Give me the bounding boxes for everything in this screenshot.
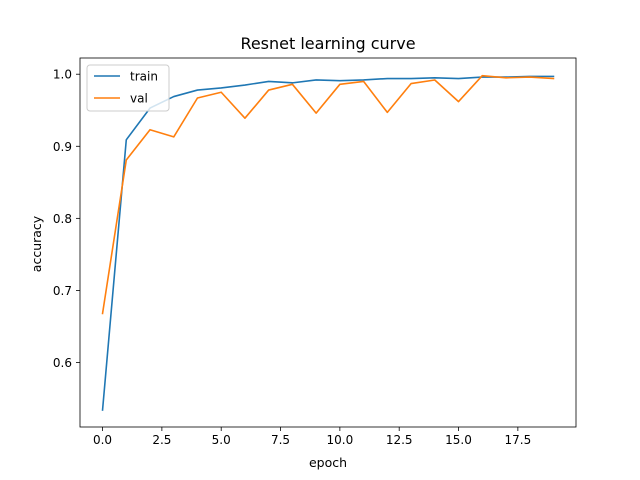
x-tick-label: 10.0: [327, 433, 354, 447]
x-tick-label: 5.0: [212, 433, 231, 447]
x-tick-label: 0.0: [93, 433, 112, 447]
x-tick-label: 12.5: [386, 433, 413, 447]
chart-title: Resnet learning curve: [240, 34, 415, 53]
y-tick-label: 0.6: [53, 356, 72, 370]
y-tick-label: 0.8: [53, 212, 72, 226]
legend-label-train: train: [130, 70, 158, 84]
plot-area: 0.0 2.5 5.0 7.5 10.0 12.5 15.0 17.5 0.6 0.7 0.8 0.9…: [53, 57, 577, 447]
x-tick-label: 17.5: [504, 433, 531, 447]
series-line-train: [101, 75, 555, 411]
legend: train val: [86, 64, 170, 112]
x-axis-label: epoch: [309, 455, 347, 470]
legend-label-val: val: [130, 92, 148, 106]
y-tick-label: 1.0: [53, 68, 72, 82]
x-tick-label: 15.0: [445, 433, 472, 447]
x-tick-label: 2.5: [152, 433, 171, 447]
y-tick-label: 0.9: [53, 140, 72, 154]
series-line-val: [101, 74, 555, 315]
y-tick-label: 0.7: [53, 284, 72, 298]
y-axis-label: accuracy: [29, 215, 44, 272]
x-tick-label: 7.5: [271, 433, 290, 447]
axes-frame: [79, 57, 577, 428]
